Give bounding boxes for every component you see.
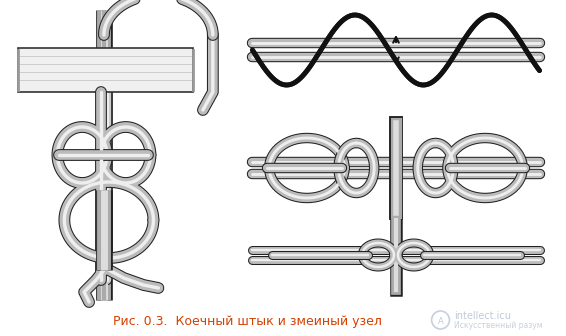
- Bar: [18, 48, 193, 92]
- Text: Искусственный разум: Искусственный разум: [454, 321, 543, 330]
- Text: intellect.icu: intellect.icu: [454, 311, 511, 321]
- Text: A: A: [438, 317, 443, 326]
- Bar: [18, 48, 193, 92]
- Text: Рис. 0.3.  Коечный штык и змеиный узел: Рис. 0.3. Коечный штык и змеиный узел: [113, 316, 382, 329]
